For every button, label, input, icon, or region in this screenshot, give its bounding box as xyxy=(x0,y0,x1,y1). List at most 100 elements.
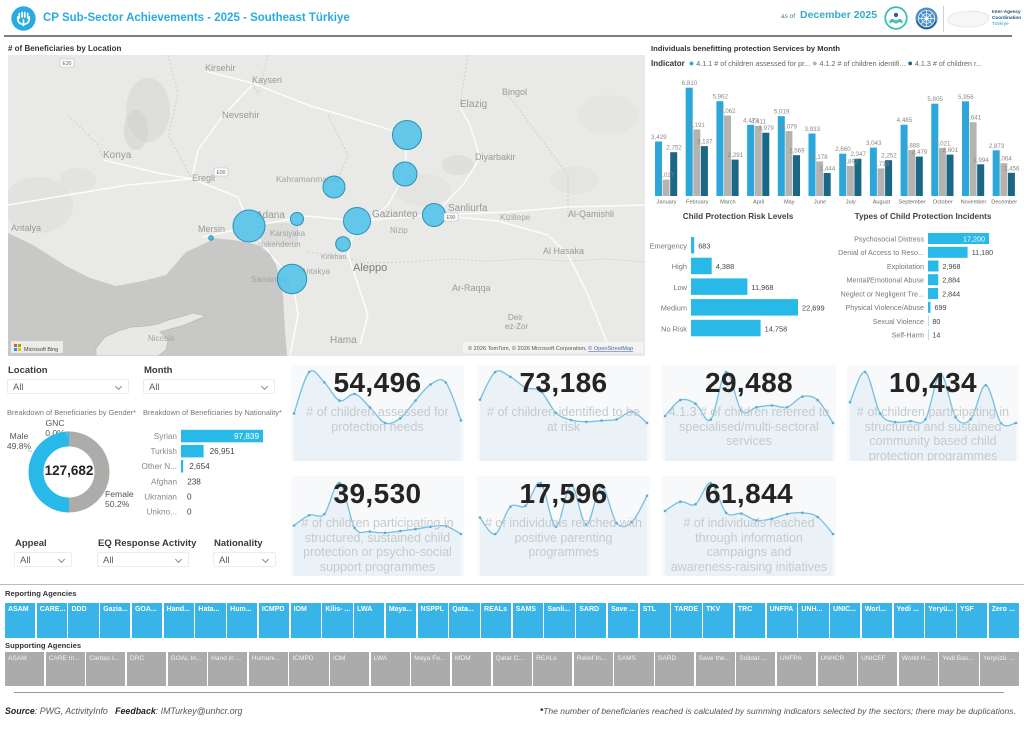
svg-text:E90: E90 xyxy=(217,170,226,176)
svg-text:Exploitation: Exploitation xyxy=(887,262,924,271)
svg-text:2,844: 2,844 xyxy=(942,289,960,298)
svg-text:Hama: Hama xyxy=(330,335,357,346)
svg-text:November: November xyxy=(961,200,987,206)
svg-text:11,968: 11,968 xyxy=(751,283,773,292)
svg-text:2,569: 2,569 xyxy=(789,148,805,155)
svg-text:Unkno...: Unkno... xyxy=(147,508,178,517)
svg-text:4,479: 4,479 xyxy=(743,117,759,124)
svg-text:2,479: 2,479 xyxy=(912,149,928,156)
svg-text:Sexual Violence: Sexual Violence xyxy=(873,317,924,326)
svg-text:Turkish: Turkish xyxy=(150,447,177,456)
svg-text:Elazig: Elazig xyxy=(460,99,487,110)
svg-text:Sanliurfa: Sanliurfa xyxy=(448,203,488,214)
svg-text:17,200: 17,200 xyxy=(963,234,985,243)
svg-text:5,019: 5,019 xyxy=(774,109,790,116)
svg-text:Deir: Deir xyxy=(508,313,523,322)
svg-text:Karsiyaka: Karsiyaka xyxy=(270,229,306,238)
svg-text:2,178: 2,178 xyxy=(812,154,828,161)
svg-text:3,933: 3,933 xyxy=(805,126,821,133)
svg-text:High: High xyxy=(672,262,687,271)
svg-text:Neglect or Negligent Tre...: Neglect or Negligent Tre... xyxy=(841,289,925,298)
svg-text:5,956: 5,956 xyxy=(958,94,974,101)
svg-text:2,752: 2,752 xyxy=(666,145,682,152)
svg-text:2,654: 2,654 xyxy=(189,462,210,471)
svg-text:5,062: 5,062 xyxy=(720,108,736,115)
svg-text:3,979: 3,979 xyxy=(758,125,774,132)
svg-text:Other N...: Other N... xyxy=(142,462,178,471)
svg-text:4,411: 4,411 xyxy=(751,118,767,125)
svg-text:Samandag: Samandag xyxy=(251,275,290,284)
svg-text:Konya: Konya xyxy=(103,150,132,161)
svg-text:5,805: 5,805 xyxy=(927,96,943,103)
svg-text:2,873: 2,873 xyxy=(989,143,1005,150)
svg-text:Antalya: Antalya xyxy=(11,223,41,233)
svg-text:22,699: 22,699 xyxy=(802,304,825,313)
svg-text:October: October xyxy=(933,200,953,206)
svg-text:4,191: 4,191 xyxy=(689,122,705,129)
svg-text:Emergency: Emergency xyxy=(650,242,687,251)
svg-text:Gaziantep: Gaziantep xyxy=(372,209,418,220)
svg-text:Kahramanmaras: Kahramanmaras xyxy=(276,174,339,184)
svg-text:2,968: 2,968 xyxy=(943,262,961,271)
svg-text:Psychosocial Distress: Psychosocial Distress xyxy=(854,234,924,243)
svg-text:Self-Harm: Self-Harm xyxy=(892,331,924,340)
svg-text:May: May xyxy=(784,200,795,206)
svg-text:Ukranian: Ukranian xyxy=(144,492,177,501)
svg-text:July: July xyxy=(846,200,856,206)
svg-text:Al-Qamishli: Al-Qamishli xyxy=(568,209,614,219)
svg-text:Kirsehir: Kirsehir xyxy=(205,63,236,73)
svg-text:1,027: 1,027 xyxy=(659,172,675,179)
svg-text:26,951: 26,951 xyxy=(210,447,235,456)
svg-text:Nevsehir: Nevsehir xyxy=(222,110,260,121)
svg-text:2,291: 2,291 xyxy=(728,152,744,159)
svg-text:April: April xyxy=(753,200,764,206)
svg-text:Nicosia: Nicosia xyxy=(148,334,175,343)
svg-text:3,021: 3,021 xyxy=(935,141,951,148)
svg-text:ez-Zor: ez-Zor xyxy=(505,322,528,331)
svg-text:14: 14 xyxy=(932,331,940,340)
svg-text:14,758: 14,758 xyxy=(765,324,788,333)
svg-text:Mental/Emotional Abuse: Mental/Emotional Abuse xyxy=(846,276,924,285)
svg-text:Antakya: Antakya xyxy=(301,267,330,276)
svg-text:March: March xyxy=(720,200,736,206)
svg-text:February: February xyxy=(686,200,709,206)
svg-text:Kayseri: Kayseri xyxy=(252,75,282,85)
svg-text:1,892: 1,892 xyxy=(843,158,859,165)
svg-text:Microsoft Bing: Microsoft Bing xyxy=(24,347,58,353)
svg-text:Afghan: Afghan xyxy=(151,477,177,486)
svg-text:4,485: 4,485 xyxy=(897,117,913,124)
svg-text:2,252: 2,252 xyxy=(881,153,897,160)
svg-text:E30: E30 xyxy=(63,61,72,67)
svg-text:September: September xyxy=(898,200,925,206)
svg-text:2,347: 2,347 xyxy=(850,151,866,158)
svg-text:4,079: 4,079 xyxy=(781,124,797,131)
svg-text:1,994: 1,994 xyxy=(973,157,989,164)
svg-text:Kiziltepe: Kiziltepe xyxy=(500,213,531,222)
svg-text:December: December xyxy=(991,200,1017,206)
svg-text:80: 80 xyxy=(932,317,940,326)
svg-text:2,064: 2,064 xyxy=(996,156,1012,163)
svg-text:11,180: 11,180 xyxy=(972,248,993,257)
svg-text:3,429: 3,429 xyxy=(651,134,667,141)
svg-text:2,601: 2,601 xyxy=(943,147,959,154)
svg-text:4,641: 4,641 xyxy=(966,115,982,122)
svg-text:2,884: 2,884 xyxy=(942,276,960,285)
svg-text:238: 238 xyxy=(187,477,201,486)
svg-text:2,888: 2,888 xyxy=(904,143,920,150)
svg-text:June: June xyxy=(814,200,826,206)
svg-text:5,962: 5,962 xyxy=(712,94,728,101)
svg-text:1,738: 1,738 xyxy=(874,161,890,168)
svg-text:683: 683 xyxy=(698,242,710,251)
svg-text:August: August xyxy=(873,200,891,206)
svg-text:Aleppo: Aleppo xyxy=(353,262,387,274)
svg-text:Iskenderun: Iskenderun xyxy=(261,240,301,249)
svg-text:2,660: 2,660 xyxy=(835,146,851,153)
svg-text:Syrian: Syrian xyxy=(154,432,178,441)
svg-text:0: 0 xyxy=(187,508,192,517)
svg-text:1,444: 1,444 xyxy=(820,166,836,173)
svg-text:No Risk: No Risk xyxy=(661,324,687,333)
svg-text:3,043: 3,043 xyxy=(866,140,882,147)
svg-text:Adana: Adana xyxy=(256,210,285,221)
svg-text:Ar-Raqqa: Ar-Raqqa xyxy=(452,283,491,293)
svg-text:Bingol: Bingol xyxy=(502,87,527,97)
